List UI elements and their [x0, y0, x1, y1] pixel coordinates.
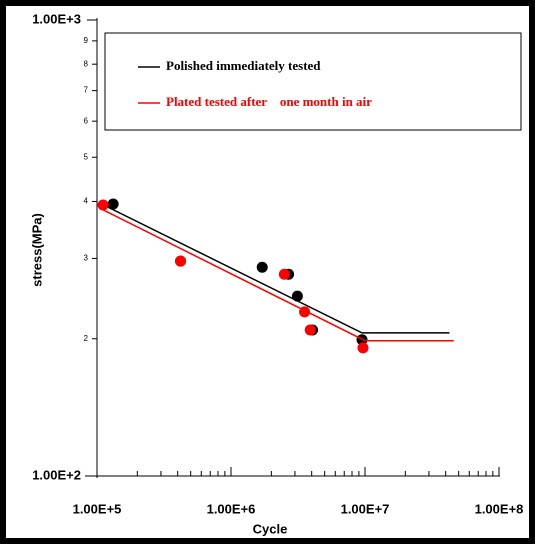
fit-line — [101, 208, 454, 342]
legend-label: Plated tested after one month in air — [166, 94, 372, 109]
point — [97, 199, 109, 211]
point — [291, 290, 303, 302]
y-tick-label: 2 — [84, 334, 89, 343]
point — [175, 255, 187, 267]
y-tick-label: 6 — [84, 116, 89, 125]
fit-line — [101, 203, 450, 334]
point — [278, 268, 290, 280]
y-tick-label: 8 — [84, 59, 89, 68]
y-tick-label: 9 — [84, 36, 89, 45]
point — [107, 198, 119, 210]
point — [256, 261, 268, 273]
x-tick-label: 1.00E+8 — [475, 501, 524, 516]
y-tick-label: 1.00E+2 — [32, 467, 81, 482]
legend-box — [104, 32, 522, 131]
y-tick-label: 4 — [84, 197, 89, 206]
y-tick-label: 3 — [84, 254, 89, 263]
x-tick-label: 1.00E+5 — [73, 501, 122, 516]
y-axis-label: stress(MPa) — [29, 213, 44, 287]
x-axis-label: Cycle — [253, 521, 288, 536]
y-tick-label: 7 — [84, 86, 89, 95]
point — [357, 342, 369, 354]
y-tick-label: 1.00E+3 — [32, 11, 81, 26]
y-tick-label: 5 — [84, 152, 89, 161]
x-tick-label: 1.00E+7 — [341, 501, 390, 516]
legend-label: Polished immediately tested — [166, 58, 321, 73]
point — [299, 306, 311, 318]
x-tick-label: 1.00E+6 — [207, 501, 256, 516]
point — [304, 324, 316, 336]
